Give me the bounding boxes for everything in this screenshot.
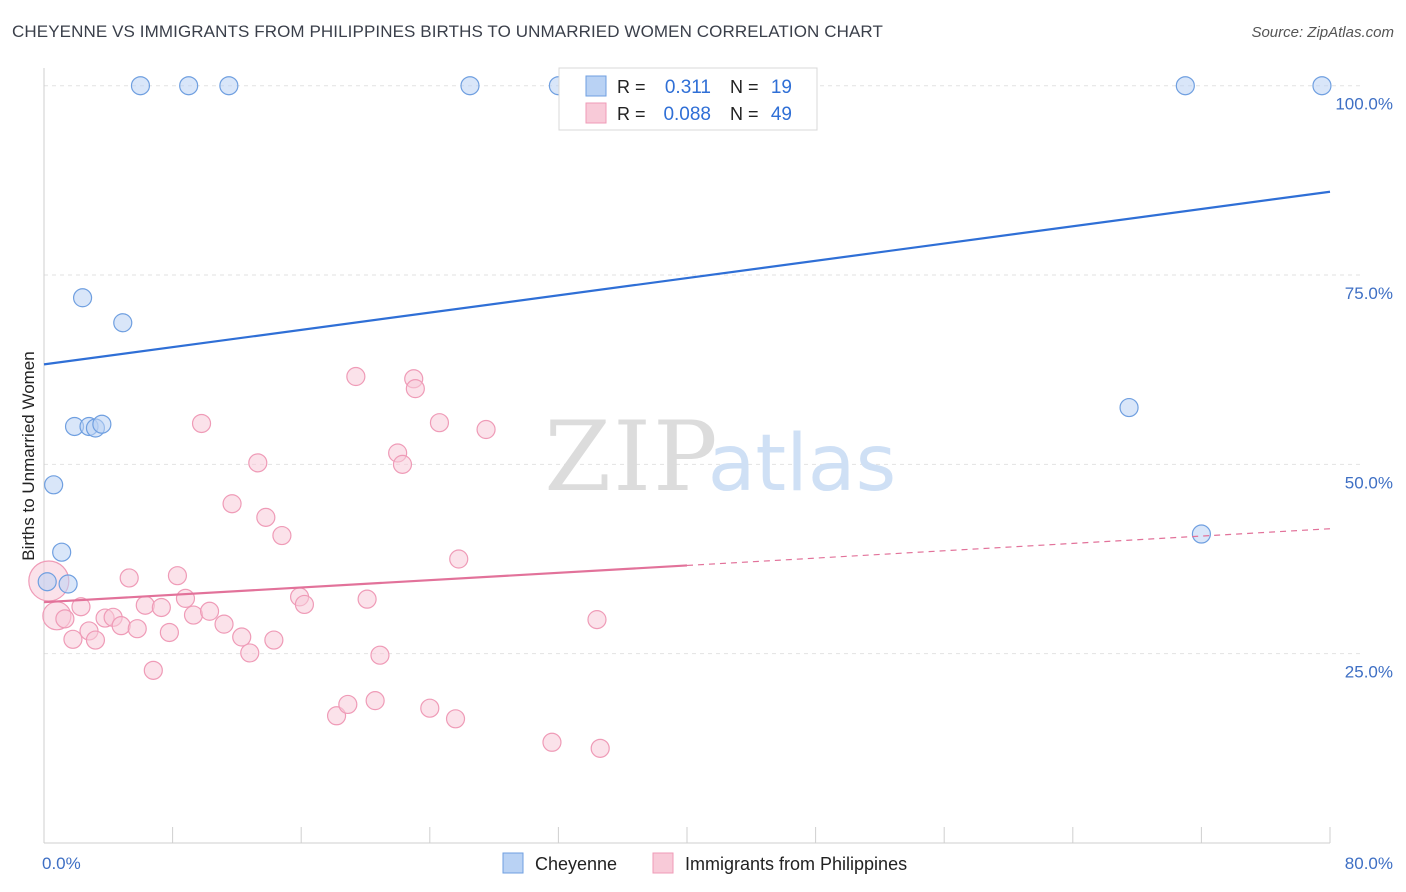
point-philippines-40 bbox=[405, 379, 425, 399]
point-philippines-28 bbox=[272, 525, 292, 546]
stats-r-value-cheyenne: 0.311 bbox=[665, 77, 711, 98]
y-tick-label-3: 100.0% bbox=[1335, 95, 1393, 114]
point-cheyenne-7 bbox=[72, 288, 93, 308]
point-cheyenne-17 bbox=[1119, 397, 1139, 418]
point-philippines-16 bbox=[167, 566, 188, 586]
point-philippines-20 bbox=[199, 601, 220, 621]
point-philippines-4 bbox=[71, 597, 91, 617]
point-philippines-33 bbox=[346, 366, 366, 387]
point-philippines-10 bbox=[119, 568, 139, 588]
point-philippines-48 bbox=[590, 738, 610, 758]
y-tick-label-1: 50.0% bbox=[1345, 473, 1393, 492]
data-points bbox=[28, 76, 1332, 758]
point-cheyenne-18 bbox=[1191, 524, 1212, 544]
y-tick-label-2: 75.0% bbox=[1345, 284, 1393, 303]
point-philippines-24 bbox=[240, 643, 260, 663]
point-cheyenne-16 bbox=[37, 572, 57, 592]
stats-n-value-cheyenne: 19 bbox=[771, 77, 792, 98]
legend-swatch-cheyenne bbox=[502, 852, 524, 874]
point-philippines-46 bbox=[542, 732, 562, 752]
point-philippines-27 bbox=[264, 630, 284, 650]
watermark-atlas: atlas bbox=[708, 419, 897, 509]
stats-swatch-philippines bbox=[585, 102, 607, 124]
point-philippines-17 bbox=[175, 588, 196, 608]
point-cheyenne-14 bbox=[52, 542, 72, 562]
point-philippines-45 bbox=[476, 419, 496, 440]
point-cheyenne-5 bbox=[1175, 76, 1195, 96]
y-axis-label: Births to Unmarried Women bbox=[19, 351, 38, 560]
point-philippines-2 bbox=[55, 609, 75, 629]
point-philippines-36 bbox=[370, 645, 390, 665]
chart-source: Source: ZipAtlas.com bbox=[1251, 24, 1394, 41]
stats-r-label-cheyenne: R = bbox=[617, 77, 646, 97]
point-cheyenne-15 bbox=[58, 574, 78, 594]
watermark-zip: ZIP bbox=[544, 401, 719, 513]
point-philippines-25 bbox=[248, 453, 268, 473]
axes bbox=[43, 68, 1331, 844]
point-philippines-18 bbox=[183, 605, 204, 625]
stats-n-label-philippines: N = bbox=[730, 104, 759, 124]
point-philippines-23 bbox=[232, 627, 252, 647]
point-cheyenne-8 bbox=[113, 313, 133, 333]
point-philippines-44 bbox=[449, 549, 469, 569]
point-philippines-34 bbox=[357, 589, 377, 609]
point-cheyenne-0 bbox=[130, 76, 151, 96]
point-philippines-43 bbox=[445, 709, 466, 729]
point-philippines-15 bbox=[159, 622, 179, 643]
point-philippines-42 bbox=[429, 413, 450, 433]
x-tick-label-0: 0.0% bbox=[42, 854, 81, 873]
point-philippines-21 bbox=[214, 614, 234, 634]
trend-line-philippines bbox=[43, 564, 688, 604]
y-tick-label-0: 25.0% bbox=[1345, 663, 1393, 682]
point-philippines-9 bbox=[111, 616, 131, 636]
stats-n-label-cheyenne: N = bbox=[730, 77, 759, 97]
tick-labels: 25.0% 50.0% 75.0% 100.0% 0.0% 80.0% bbox=[42, 95, 1393, 873]
trend-line-philippines-extension bbox=[686, 528, 1331, 567]
point-cheyenne-2 bbox=[219, 76, 239, 96]
grid-lines bbox=[44, 85, 1360, 655]
point-philippines-12 bbox=[135, 595, 155, 615]
point-philippines-19 bbox=[191, 413, 212, 434]
point-cheyenne-3 bbox=[460, 76, 480, 96]
point-philippines-11 bbox=[127, 619, 147, 639]
legend-label-cheyenne: Cheyenne bbox=[535, 854, 617, 874]
point-cheyenne-13 bbox=[44, 475, 64, 495]
watermark: ZIP atlas bbox=[544, 401, 896, 513]
point-philippines-35 bbox=[365, 691, 385, 711]
stats-r-value-philippines: 0.088 bbox=[663, 104, 711, 125]
trend-line-cheyenne bbox=[43, 190, 1331, 366]
point-cheyenne-12 bbox=[92, 414, 112, 434]
point-cheyenne-6 bbox=[1312, 76, 1332, 96]
legend-label-philippines: Immigrants from Philippines bbox=[685, 854, 907, 874]
point-philippines-30 bbox=[294, 594, 315, 615]
stats-legend: R = 0.311 N = 19 R = 0.088 N = 49 bbox=[558, 67, 818, 131]
trend-lines bbox=[43, 190, 1331, 604]
x-tick-label-1: 80.0% bbox=[1345, 854, 1393, 873]
point-philippines-47 bbox=[587, 610, 607, 630]
stats-n-value-philippines: 49 bbox=[771, 104, 792, 125]
point-philippines-32 bbox=[338, 694, 358, 715]
chart-title: CHEYENNE VS IMMIGRANTS FROM PHILIPPINES … bbox=[12, 22, 883, 41]
point-philippines-31 bbox=[326, 706, 347, 726]
point-philippines-13 bbox=[143, 660, 163, 680]
series-legend: Cheyenne Immigrants from Philippines bbox=[502, 852, 907, 874]
point-philippines-6 bbox=[85, 630, 106, 650]
legend-swatch-philippines bbox=[652, 852, 674, 874]
point-philippines-14 bbox=[151, 597, 171, 618]
stats-swatch-cheyenne bbox=[585, 75, 607, 97]
point-philippines-38 bbox=[392, 454, 413, 474]
point-cheyenne-1 bbox=[179, 76, 199, 96]
point-philippines-22 bbox=[222, 494, 242, 514]
point-philippines-3 bbox=[63, 629, 83, 649]
point-philippines-41 bbox=[420, 698, 440, 718]
stats-r-label-philippines: R = bbox=[617, 104, 646, 124]
point-philippines-26 bbox=[256, 507, 276, 527]
